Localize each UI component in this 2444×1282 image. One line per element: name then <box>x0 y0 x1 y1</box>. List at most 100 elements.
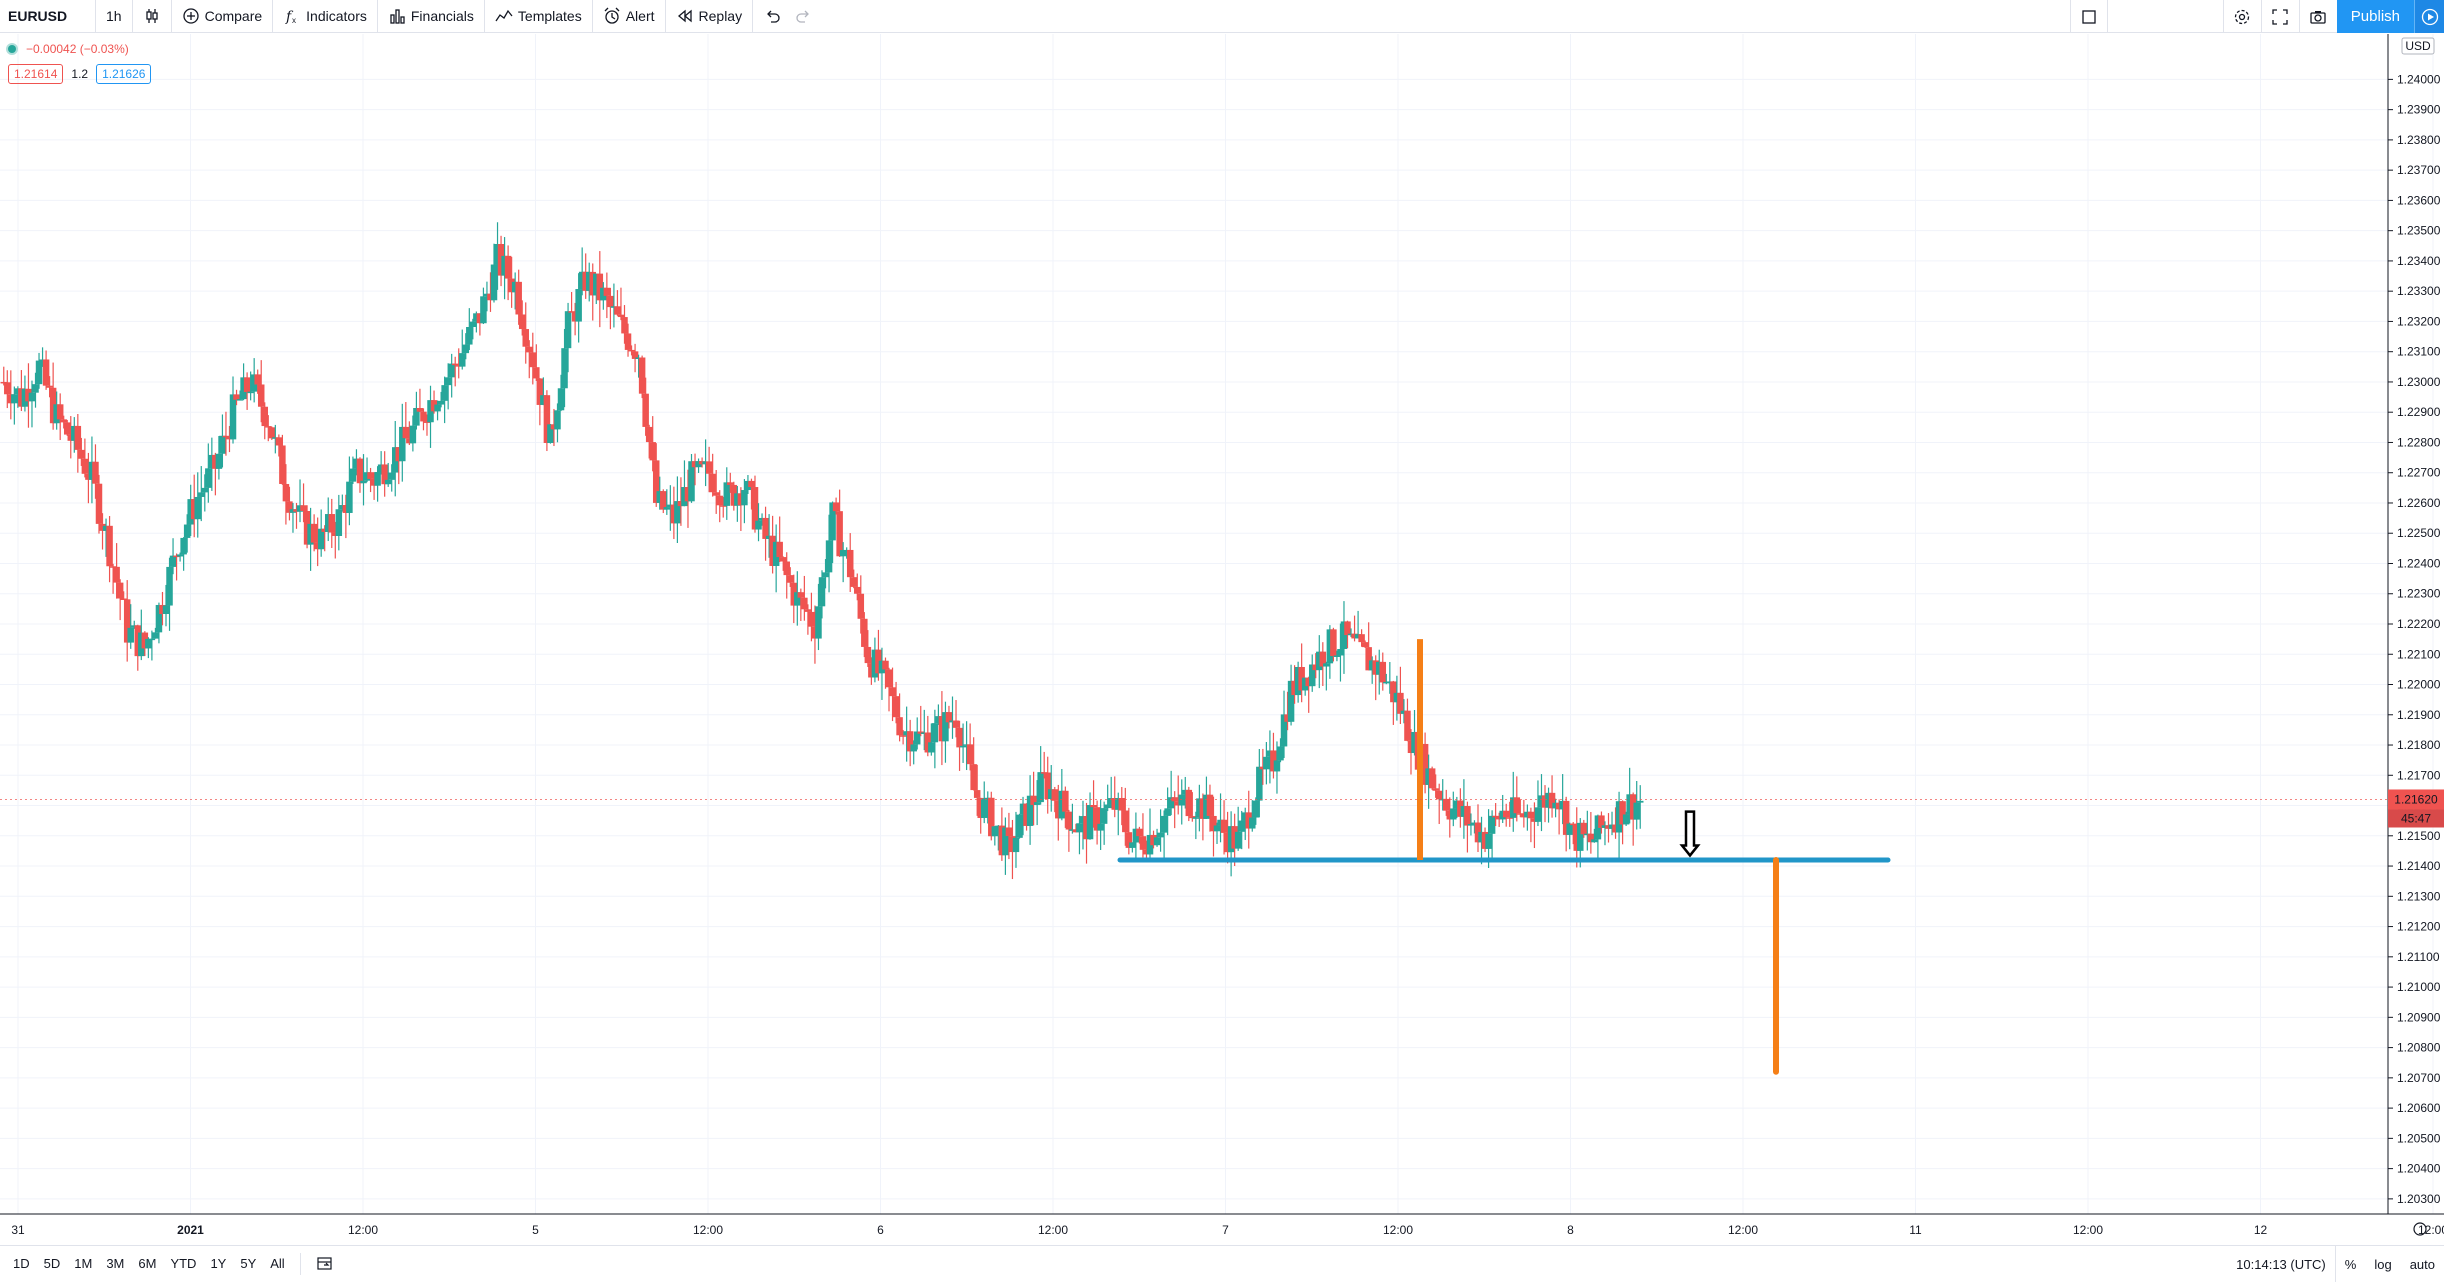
candle-body <box>152 632 159 639</box>
candle-body <box>1372 660 1379 675</box>
candle-body <box>233 394 240 400</box>
compare-button[interactable]: Compare <box>172 0 274 33</box>
candle-body <box>1090 805 1097 808</box>
range-5d[interactable]: 5D <box>43 1256 61 1271</box>
candle-body <box>1527 811 1535 819</box>
candle-body <box>1326 629 1334 664</box>
series-legend: −0.00042 (−0.03%) 1.21614 1.2 1.21626 <box>8 42 152 84</box>
axis-settings-gear-icon[interactable] <box>2413 1222 2427 1236</box>
candle-body <box>1615 801 1623 833</box>
ask-price-box[interactable]: 1.21626 <box>96 64 152 84</box>
alert-button[interactable]: Alert <box>593 0 666 33</box>
candle-body <box>1280 714 1288 747</box>
candle-body <box>1002 827 1009 856</box>
candle-body <box>1626 794 1633 815</box>
price-tick-label: 1.22300 <box>2397 587 2441 601</box>
settings-button[interactable] <box>2222 0 2261 33</box>
candle-body <box>1199 798 1207 819</box>
candle-body <box>1591 839 1598 843</box>
candle-body <box>1065 811 1073 830</box>
goto-date-button[interactable] <box>309 1246 341 1282</box>
candle-body <box>374 472 381 486</box>
range-1d[interactable]: 1D <box>13 1256 30 1271</box>
candle-body <box>194 496 201 520</box>
candle-body <box>942 712 949 742</box>
time-tick-label: 12:00 <box>2073 1223 2103 1237</box>
alert-label: Alert <box>625 8 655 24</box>
fullscreen-button[interactable] <box>2260 0 2299 33</box>
range-1y[interactable]: 1Y <box>210 1256 227 1271</box>
range-1m[interactable]: 1M <box>74 1256 93 1271</box>
candle-body <box>1157 832 1164 838</box>
candle-body <box>1404 710 1411 741</box>
auto-scale-toggle[interactable]: auto <box>2409 1256 2435 1272</box>
candle-body <box>381 464 388 485</box>
candle-body <box>1636 800 1644 803</box>
log-scale-toggle[interactable]: log <box>2374 1256 2392 1272</box>
candle-body <box>1129 842 1136 848</box>
redo-icon[interactable] <box>795 7 813 25</box>
chart-style-button[interactable] <box>133 0 172 33</box>
range-5y[interactable]: 5Y <box>240 1256 257 1271</box>
undo-redo-group <box>753 0 823 33</box>
candle-body <box>32 384 39 393</box>
range-6m[interactable]: 6M <box>138 1256 157 1271</box>
candle-body <box>1249 817 1256 829</box>
replay-button[interactable]: Replay <box>666 0 754 33</box>
chart-canvas[interactable]: 1.20300 1.20400 1.20500 1.20600 1.20700 1.208… <box>0 34 2444 1245</box>
candle-body <box>1023 803 1030 826</box>
range-all[interactable]: All <box>270 1256 285 1271</box>
candle-body <box>353 458 360 469</box>
candle-body <box>0 381 8 384</box>
publish-video-button[interactable] <box>2414 0 2444 33</box>
candle-body <box>1344 621 1351 636</box>
price-tick-label: 1.23200 <box>2397 314 2441 328</box>
range-3m[interactable]: 3M <box>106 1256 125 1271</box>
candle-body <box>148 638 156 641</box>
interval-button[interactable]: 1h <box>96 0 133 33</box>
candle-body <box>649 442 656 461</box>
candle-body <box>1368 660 1376 671</box>
candle-body <box>603 287 611 296</box>
candle-body <box>1009 836 1016 853</box>
price-tick-label: 1.20300 <box>2397 1192 2441 1206</box>
candle-body <box>1499 810 1506 820</box>
candle-body <box>564 311 572 349</box>
candle-body <box>1358 634 1365 643</box>
candle-body <box>995 825 1002 828</box>
arrow-down-icon[interactable] <box>1679 810 1701 858</box>
percent-scale-toggle[interactable]: % <box>2344 1256 2357 1272</box>
price-tick-label: 1.22900 <box>2397 405 2441 419</box>
time-tick-label: 5 <box>532 1223 539 1237</box>
range-ytd[interactable]: YTD <box>170 1256 197 1271</box>
price-tick-label: 1.21200 <box>2397 920 2441 934</box>
candle-body <box>1569 823 1577 826</box>
bid-price-box[interactable]: 1.21614 <box>8 64 64 84</box>
layout-button[interactable] <box>2069 0 2108 33</box>
templates-button[interactable]: Templates <box>485 0 593 33</box>
utc-clock[interactable]: 10:14:13 (UTC) <box>2227 1246 2336 1282</box>
candle-body <box>906 731 914 752</box>
price-tick-label: 1.22500 <box>2397 526 2441 540</box>
price-tick-label: 1.22400 <box>2397 556 2441 570</box>
candle-body <box>547 424 554 444</box>
time-tick-label: 8 <box>1567 1223 1574 1237</box>
financials-button[interactable]: Financials <box>378 0 485 33</box>
undo-icon[interactable] <box>763 7 781 25</box>
candle-body <box>1206 794 1214 816</box>
candle-body <box>889 687 896 697</box>
candle-body <box>1030 795 1037 805</box>
candle-body <box>268 427 276 439</box>
price-tick-label: 1.21300 <box>2397 889 2441 903</box>
candle-body <box>709 473 716 493</box>
candle-body <box>765 535 773 539</box>
candle-body <box>1333 655 1341 657</box>
drawings-layer[interactable] <box>1117 639 1891 1075</box>
candle-body <box>875 649 882 674</box>
snapshot-button[interactable] <box>2298 0 2337 33</box>
publish-button[interactable]: Publish <box>2336 0 2414 33</box>
candle-body <box>550 424 558 430</box>
symbol-search-button[interactable]: EURUSD <box>0 0 96 33</box>
candle-body <box>1164 808 1171 816</box>
